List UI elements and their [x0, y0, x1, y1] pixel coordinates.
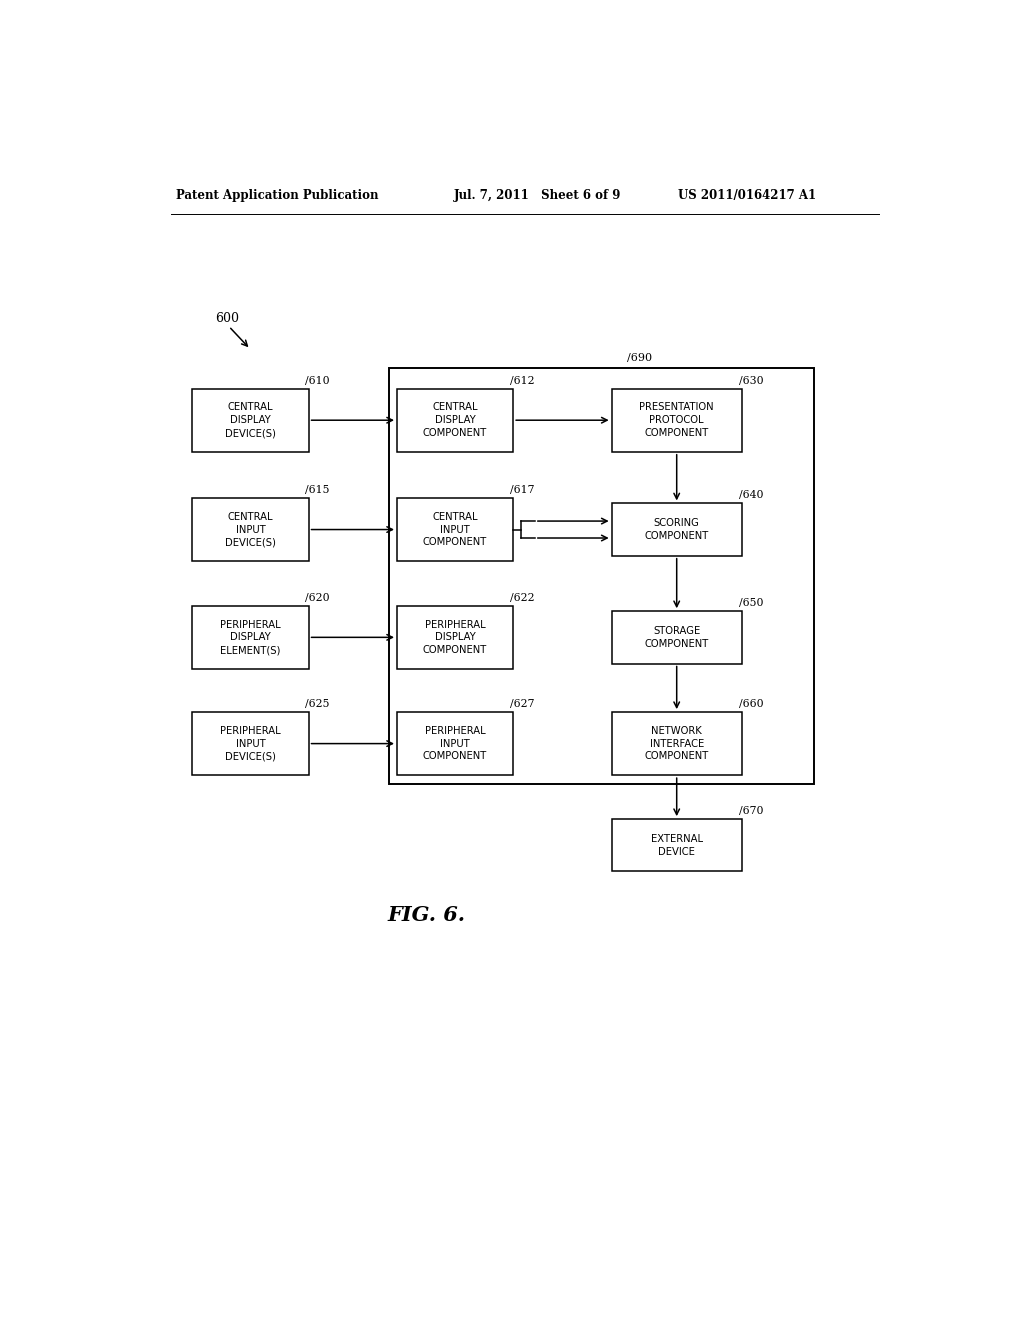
Bar — [193, 606, 308, 669]
Bar — [611, 388, 741, 451]
Text: ∕612: ∕612 — [510, 376, 535, 385]
Text: FIG. 6.: FIG. 6. — [388, 904, 466, 924]
Text: PERIPHERAL
DISPLAY
ELEMENT(S): PERIPHERAL DISPLAY ELEMENT(S) — [220, 619, 281, 655]
Bar — [611, 611, 741, 664]
Text: ∕670: ∕670 — [738, 807, 763, 816]
Text: NETWORK
INTERFACE
COMPONENT: NETWORK INTERFACE COMPONENT — [644, 726, 709, 762]
Bar — [611, 503, 741, 556]
Text: STORAGE
COMPONENT: STORAGE COMPONENT — [644, 626, 709, 648]
Bar — [193, 388, 308, 451]
Text: ∕615: ∕615 — [305, 484, 330, 495]
Text: ∕610: ∕610 — [305, 376, 330, 385]
Text: ∕650: ∕650 — [738, 598, 763, 609]
Text: ∕660: ∕660 — [738, 700, 763, 709]
Text: Patent Application Publication: Patent Application Publication — [176, 189, 379, 202]
Bar — [389, 368, 814, 784]
Bar — [193, 498, 308, 561]
Bar — [397, 711, 513, 775]
Text: PERIPHERAL
DISPLAY
COMPONENT: PERIPHERAL DISPLAY COMPONENT — [423, 619, 487, 655]
Text: PERIPHERAL
INPUT
COMPONENT: PERIPHERAL INPUT COMPONENT — [423, 726, 487, 762]
Text: SCORING
COMPONENT: SCORING COMPONENT — [644, 519, 709, 541]
Text: ∕690: ∕690 — [627, 354, 652, 363]
Bar — [397, 388, 513, 451]
Text: ∕617: ∕617 — [510, 484, 535, 495]
Bar — [193, 711, 308, 775]
Text: ∕622: ∕622 — [510, 593, 535, 603]
Text: PRESENTATION
PROTOCOL
COMPONENT: PRESENTATION PROTOCOL COMPONENT — [639, 403, 714, 438]
Text: Jul. 7, 2011   Sheet 6 of 9: Jul. 7, 2011 Sheet 6 of 9 — [454, 189, 621, 202]
Bar — [611, 818, 741, 871]
Text: US 2011/0164217 A1: US 2011/0164217 A1 — [678, 189, 816, 202]
Text: CENTRAL
INPUT
DEVICE(S): CENTRAL INPUT DEVICE(S) — [225, 512, 275, 548]
Text: ∕620: ∕620 — [305, 593, 330, 603]
Text: ∕625: ∕625 — [305, 700, 330, 709]
Text: CENTRAL
DISPLAY
DEVICE(S): CENTRAL DISPLAY DEVICE(S) — [225, 403, 275, 438]
Text: ∕640: ∕640 — [738, 490, 763, 500]
Text: 600: 600 — [215, 312, 239, 325]
Text: ∕627: ∕627 — [510, 700, 535, 709]
Bar — [611, 711, 741, 775]
Text: PERIPHERAL
INPUT
DEVICE(S): PERIPHERAL INPUT DEVICE(S) — [220, 726, 281, 762]
Text: EXTERNAL
DEVICE: EXTERNAL DEVICE — [650, 834, 702, 857]
Bar — [397, 606, 513, 669]
Text: ∕630: ∕630 — [738, 376, 763, 385]
Text: CENTRAL
INPUT
COMPONENT: CENTRAL INPUT COMPONENT — [423, 512, 487, 548]
Bar — [397, 498, 513, 561]
Text: CENTRAL
DISPLAY
COMPONENT: CENTRAL DISPLAY COMPONENT — [423, 403, 487, 438]
